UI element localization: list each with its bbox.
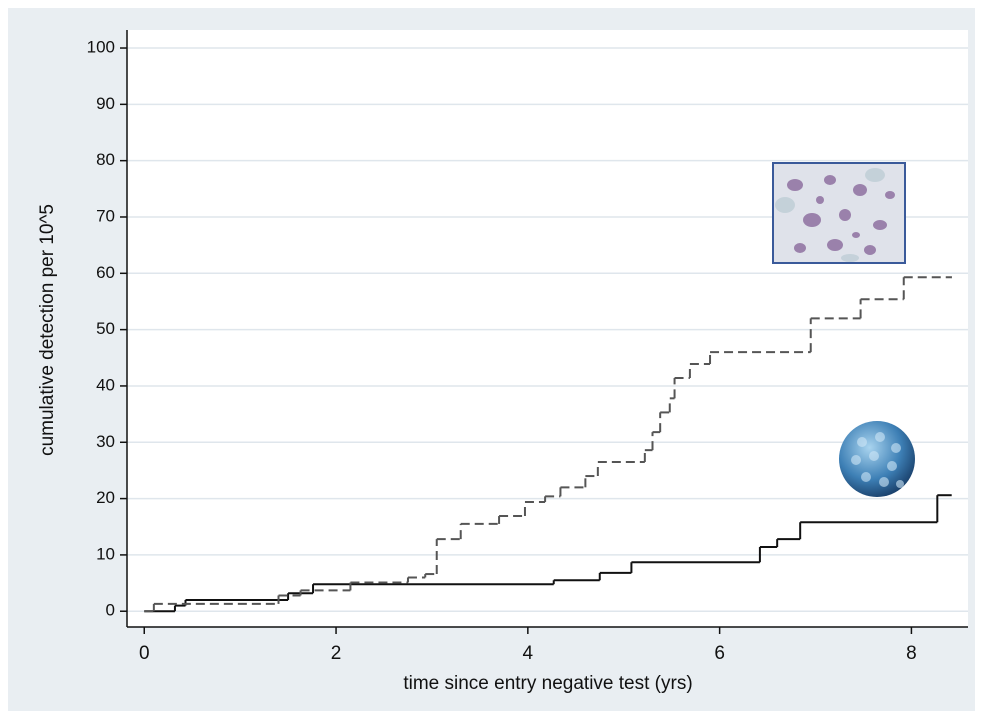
x-tick-label: 2 — [331, 643, 342, 664]
y-tick-label: 80 — [96, 150, 115, 169]
y-tick-label: 10 — [96, 544, 115, 563]
micrograph-cells — [787, 175, 895, 255]
y-tick-label: 20 — [96, 488, 115, 507]
micrograph-cytoplasm — [775, 168, 885, 262]
step-line — [144, 494, 952, 613]
y-tick-label: 0 — [106, 601, 115, 620]
plot-area — [127, 30, 968, 627]
y-tick-label: 50 — [96, 319, 115, 338]
x-tick-label: 8 — [906, 643, 917, 664]
y-tick-label: 100 — [87, 38, 115, 57]
micrograph-image — [772, 162, 906, 264]
virus-capsomeres — [851, 432, 904, 488]
y-tick-label: 70 — [96, 206, 115, 225]
y-tick-label: 90 — [96, 94, 115, 113]
lines — [144, 276, 952, 613]
y-axis-title: cumulative detection per 10^5 — [37, 204, 58, 456]
y-tick-label: 60 — [96, 263, 115, 282]
x-tick-label: 6 — [714, 643, 725, 664]
virus-image — [839, 421, 915, 497]
x-tick-label: 0 — [139, 643, 150, 664]
y-tick-label: 30 — [96, 432, 115, 451]
step-line — [144, 276, 952, 613]
y-tick-label: 40 — [96, 375, 115, 394]
x-tick-label: 4 — [523, 643, 534, 664]
x-axis-title: time since entry negative test (yrs) — [403, 673, 692, 694]
